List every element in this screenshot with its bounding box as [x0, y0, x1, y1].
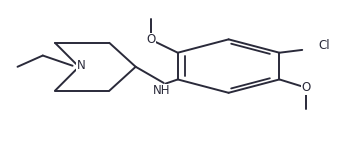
Text: O: O: [301, 81, 310, 94]
Text: NH: NH: [153, 84, 171, 97]
Text: Cl: Cl: [318, 39, 329, 52]
Text: O: O: [147, 33, 156, 46]
Text: N: N: [77, 59, 86, 72]
